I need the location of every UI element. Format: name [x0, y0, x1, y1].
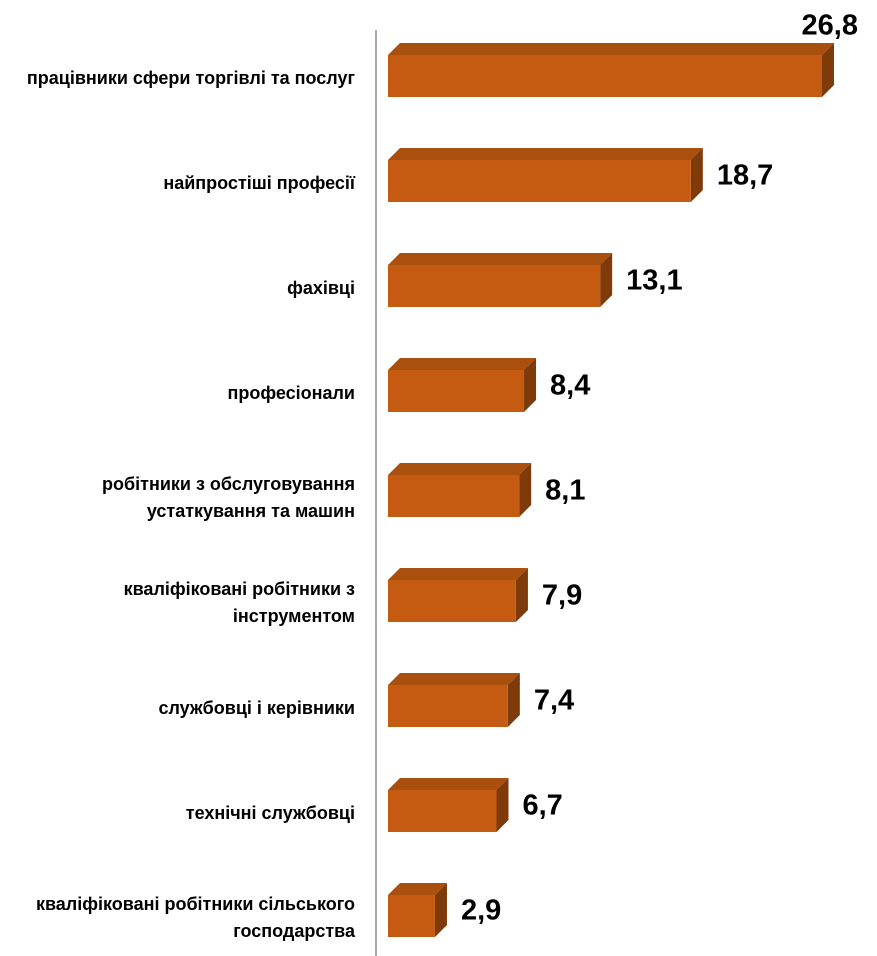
bar-front	[388, 265, 601, 307]
bar-side	[515, 568, 528, 622]
bar-front	[388, 895, 435, 937]
bar	[388, 43, 834, 97]
bar-front	[388, 370, 525, 412]
bar-front	[388, 55, 822, 97]
value-label: 13,1	[626, 265, 682, 297]
value-label: 26,8	[802, 10, 858, 42]
bar-top	[388, 253, 613, 265]
category-label: технічні службовці	[185, 802, 355, 823]
value-label: 7,9	[542, 580, 582, 612]
value-label: 8,1	[545, 475, 585, 507]
bar	[388, 673, 520, 727]
bar-side	[822, 43, 834, 97]
bar-top	[388, 883, 447, 895]
bar	[388, 148, 703, 202]
category-label: працівники сфери торгівлі та послуг	[26, 67, 355, 88]
bar	[388, 568, 528, 622]
bar-top	[388, 43, 834, 55]
bar-side	[519, 463, 532, 517]
bar-top	[388, 673, 520, 685]
category-label: професіонали	[227, 382, 355, 403]
bar-top	[388, 463, 532, 475]
bar	[388, 358, 537, 412]
bar-top	[388, 778, 509, 790]
category-label: службовці і керівники	[158, 697, 355, 718]
value-label: 7,4	[534, 685, 574, 717]
bar-side	[496, 778, 509, 832]
category-label: кваліфіковані робітники сільського госпо…	[35, 894, 355, 941]
bar-side	[524, 358, 537, 412]
bar	[388, 778, 509, 832]
bar-side	[600, 253, 613, 307]
bar-front	[388, 160, 691, 202]
bar-top	[388, 148, 703, 160]
bar	[388, 463, 532, 517]
bar-front	[388, 580, 516, 622]
bar-front	[388, 475, 520, 517]
bar-front	[388, 685, 508, 727]
value-label: 18,7	[717, 160, 773, 192]
bar-side	[434, 883, 447, 937]
value-label: 8,4	[550, 370, 590, 402]
bar-top	[388, 568, 528, 580]
value-label: 2,9	[461, 895, 501, 927]
category-label: робітники з обслуговування устаткування …	[102, 474, 355, 521]
bar-side	[690, 148, 703, 202]
category-label: найпростіші професії	[163, 172, 355, 193]
category-label: фахівці	[287, 277, 355, 298]
bar-top	[388, 358, 537, 370]
category-label: кваліфіковані робітники з інструментом	[123, 579, 355, 626]
bar-side	[507, 673, 520, 727]
bar	[388, 253, 613, 307]
value-label: 6,7	[523, 790, 563, 822]
bar	[388, 883, 447, 937]
bar-front	[388, 790, 497, 832]
